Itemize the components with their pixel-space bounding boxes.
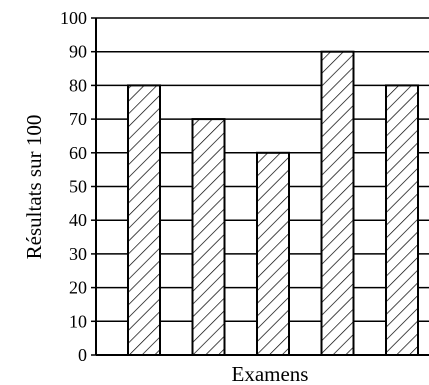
bars [127, 50, 419, 357]
bar [127, 84, 161, 357]
y-tick-label: 60 [69, 143, 87, 163]
bar [256, 151, 290, 356]
y-tick-label: 80 [69, 75, 87, 95]
y-tick-label: 70 [69, 109, 87, 129]
y-tick-label: 100 [60, 8, 87, 28]
y-tick-labels: 0 10 20 30 40 50 60 70 80 90 100 [60, 8, 96, 365]
y-tick-label: 10 [69, 311, 87, 331]
y-tick-label: 50 [69, 177, 87, 197]
y-tick-label: 0 [78, 345, 87, 365]
bar [385, 84, 419, 357]
x-axis-title: Examens [232, 362, 309, 385]
bar [320, 50, 355, 356]
y-tick-label: 30 [69, 244, 87, 264]
y-tick-label: 90 [69, 42, 87, 62]
y-tick-label: 20 [69, 278, 87, 298]
y-axis-title: Résultats sur 100 [22, 115, 46, 260]
bar [191, 118, 226, 356]
y-tick-label: 40 [69, 210, 87, 230]
